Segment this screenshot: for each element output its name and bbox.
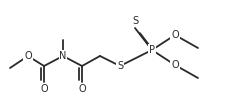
Text: S: S — [132, 16, 138, 26]
Text: O: O — [171, 60, 179, 70]
Text: O: O — [24, 51, 32, 61]
Text: O: O — [40, 84, 48, 94]
Text: O: O — [171, 30, 179, 40]
Text: O: O — [78, 84, 86, 94]
Text: S: S — [117, 61, 123, 71]
Text: P: P — [149, 45, 155, 55]
Text: N: N — [59, 51, 67, 61]
